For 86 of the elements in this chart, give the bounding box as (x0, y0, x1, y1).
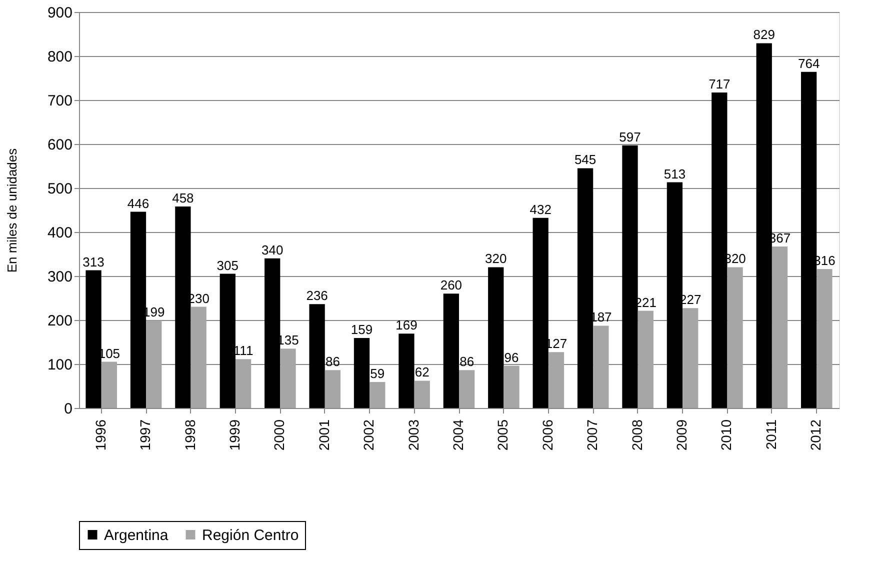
bar (354, 338, 370, 408)
bar (398, 334, 414, 408)
y-tick-label: 900 (47, 4, 72, 22)
x-tick-label: 2000 (271, 419, 288, 451)
bar (577, 168, 594, 408)
bar (727, 267, 743, 408)
bar (146, 320, 162, 408)
x-tick-label: 2011 (762, 419, 779, 450)
y-tick-label: 600 (47, 136, 72, 154)
x-tick-label: 2002 (360, 419, 377, 451)
bar (324, 370, 341, 408)
bar (130, 212, 146, 408)
data-label: 313 (82, 254, 104, 270)
bar (772, 246, 788, 408)
bar (235, 359, 252, 408)
data-label: 86 (460, 354, 474, 370)
legend-label: Región Centro (202, 526, 299, 544)
data-label: 159 (350, 322, 373, 338)
y-tick-label: 800 (47, 48, 72, 66)
bar (801, 72, 817, 408)
y-axis-title: En miles de unidades (4, 148, 20, 273)
bar (414, 380, 430, 408)
data-label: 59 (370, 366, 385, 382)
bar (220, 274, 236, 408)
y-tick-label: 300 (47, 268, 72, 286)
x-tick-label: 2008 (628, 419, 645, 451)
x-tick-label: 2003 (405, 419, 422, 451)
bar (548, 352, 564, 408)
data-label: 545 (574, 152, 596, 168)
bar (309, 304, 325, 408)
data-label: 458 (172, 190, 194, 206)
data-label: 305 (216, 258, 238, 273)
bar (101, 362, 117, 408)
x-tick-label: 1996 (92, 419, 108, 451)
x-tick-label: 1997 (137, 419, 154, 451)
bar (638, 310, 654, 408)
y-tick-label: 200 (47, 312, 72, 330)
bar (280, 348, 296, 408)
bar (666, 182, 683, 408)
bar (622, 145, 638, 408)
data-label: 260 (440, 278, 462, 293)
data-label: 829 (753, 27, 775, 42)
y-tick-label: 400 (47, 224, 72, 242)
data-label: 432 (530, 202, 552, 217)
bar (593, 326, 609, 408)
bar (370, 382, 386, 408)
data-label: 96 (504, 350, 519, 365)
bar (86, 270, 102, 408)
data-label: 236 (306, 288, 328, 304)
bar (443, 294, 459, 408)
data-label: 513 (664, 166, 686, 182)
data-label: 62 (414, 364, 430, 380)
data-label: 320 (485, 251, 507, 266)
x-tick-label: 2005 (494, 419, 511, 451)
data-label: 717 (708, 76, 730, 92)
x-tick-label: 1999 (226, 419, 242, 451)
x-tick-label: 2012 (808, 419, 824, 451)
data-label: 597 (619, 129, 641, 144)
x-tick-label: 1998 (182, 419, 198, 451)
x-tick-label: 2004 (450, 419, 466, 451)
bar (264, 258, 280, 408)
data-label: 169 (396, 318, 418, 333)
bar (175, 206, 191, 408)
data-label: 86 (325, 354, 340, 370)
bar (488, 267, 504, 408)
bar (459, 370, 475, 408)
y-tick-label: 700 (47, 92, 72, 110)
y-tick-label: 500 (47, 180, 72, 198)
data-label: 340 (262, 242, 284, 258)
x-tick-label: 2001 (316, 419, 332, 451)
x-tick-label: 2007 (584, 419, 600, 451)
bar (682, 308, 698, 408)
bar (504, 366, 520, 408)
y-tick-label: 100 (47, 356, 72, 374)
x-tick-label: 2010 (718, 419, 734, 451)
bar (532, 218, 548, 408)
bar (756, 43, 772, 408)
legend-label: Argentina (104, 526, 169, 544)
x-tick-label: 2006 (539, 419, 556, 451)
y-tick-label: 0 (64, 400, 72, 418)
bar (816, 268, 832, 408)
data-label: 764 (798, 56, 820, 71)
bar (712, 92, 728, 408)
x-tick-label: 2009 (674, 419, 690, 451)
data-label: 446 (127, 196, 150, 211)
bar (190, 306, 206, 408)
